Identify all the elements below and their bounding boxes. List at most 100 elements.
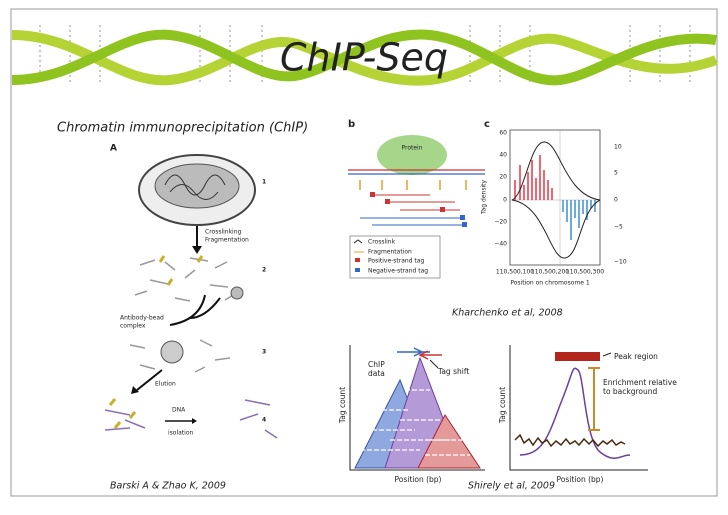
shape <box>519 367 631 459</box>
shape <box>230 286 244 300</box>
shape <box>562 200 596 240</box>
shape <box>588 367 600 431</box>
shape <box>514 433 626 448</box>
shape <box>377 135 447 175</box>
shape <box>192 418 197 424</box>
label: 110,500,100 <box>496 269 534 276</box>
label: c <box>484 119 490 130</box>
label: Elution <box>155 381 176 388</box>
shape <box>462 222 467 227</box>
shape <box>418 350 442 360</box>
label: 110,500,300 <box>566 269 604 276</box>
label: Enrichment relative <box>603 378 677 387</box>
label: 5 <box>614 170 618 177</box>
label: Position on chromosome 1 <box>510 280 590 287</box>
shape <box>355 268 360 272</box>
shape <box>555 352 600 361</box>
shape <box>360 217 467 226</box>
label: 10 <box>614 144 622 151</box>
label: −10 <box>614 259 627 266</box>
label: 3 <box>262 349 266 356</box>
helix-banner <box>11 25 718 86</box>
shape <box>108 398 137 429</box>
label: 110,500,200 <box>531 269 569 276</box>
label: Fragmentation <box>205 237 249 244</box>
label: 60 <box>499 130 507 137</box>
label: −20 <box>494 219 507 226</box>
shape <box>158 255 204 286</box>
shape <box>131 386 139 394</box>
shape <box>511 199 601 259</box>
label: A <box>110 144 117 154</box>
title: ChIP-Seq <box>280 36 448 80</box>
label: 0 <box>503 197 507 204</box>
shape <box>192 246 202 254</box>
shape <box>129 339 231 373</box>
subtitle: Chromatin immunoprecipitation (ChIP) <box>57 121 308 136</box>
shape <box>460 215 465 220</box>
label: b <box>348 119 355 130</box>
shape <box>349 345 485 471</box>
shape <box>370 194 460 211</box>
citation: Barski A & Zhao K, 2009 <box>110 481 226 492</box>
citation: Kharchenko et al, 2008 <box>452 308 563 319</box>
label: Negative-strand tag <box>368 268 428 275</box>
label: −40 <box>494 241 507 248</box>
label: Crosslinking <box>205 229 242 236</box>
shape <box>514 155 553 200</box>
shape <box>136 369 163 391</box>
label: Position (bp) <box>395 475 442 484</box>
shape <box>355 258 360 262</box>
label: Tag count <box>498 387 507 424</box>
shape <box>104 399 278 439</box>
label: Tag density <box>481 180 488 216</box>
citation: Shirely et al, 2009 <box>468 481 555 492</box>
label: 0 <box>614 197 618 204</box>
label: Peak region <box>614 352 658 361</box>
label: Protein <box>401 145 422 152</box>
shape <box>154 163 240 209</box>
shape <box>509 345 648 471</box>
label: data <box>368 369 385 378</box>
shape <box>359 180 467 190</box>
shape <box>360 389 470 456</box>
label: to background <box>603 387 658 396</box>
label: 40 <box>499 152 507 159</box>
shape <box>169 294 221 326</box>
label: Tag shift <box>437 367 469 376</box>
figure-bottom-left: ChIP data Tag shift Tag count Position (… <box>338 345 485 484</box>
label: 20 <box>499 174 507 181</box>
figure-bottom-right: Peak region Enrichment relative to backg… <box>498 345 677 484</box>
label: Fragmentation <box>368 249 412 256</box>
shape <box>602 352 612 357</box>
shape <box>164 174 226 200</box>
figure-top-b: b Protein Crosslink Fragmentation Positi… <box>348 119 485 279</box>
label: 1 <box>262 179 266 186</box>
label: Crosslink <box>368 239 396 246</box>
shape <box>440 207 445 212</box>
shape <box>160 340 184 364</box>
label: Antibody-bead <box>120 315 164 322</box>
shape <box>11 30 718 86</box>
label: −5 <box>614 224 623 231</box>
label: 2 <box>262 267 266 274</box>
shape <box>370 192 375 197</box>
shape <box>349 235 441 279</box>
shape <box>353 239 363 244</box>
shape <box>511 141 601 201</box>
figure-top-c: c Tag density 60 40 20 0 −20 −40 10 5 0 … <box>481 119 627 287</box>
shape <box>385 199 390 204</box>
label: 4 <box>262 417 266 424</box>
label: ChIP <box>368 360 385 369</box>
label: Position (bp) <box>557 475 604 484</box>
shape <box>509 129 601 266</box>
label: Tag count <box>338 387 347 424</box>
label: complex <box>120 323 146 330</box>
label: isolation <box>168 430 193 437</box>
label: Positive-strand tag <box>368 258 424 265</box>
label: DNA <box>172 407 186 414</box>
figure-left: A Crosslinking Fragmentation Antibody-be… <box>104 144 278 439</box>
